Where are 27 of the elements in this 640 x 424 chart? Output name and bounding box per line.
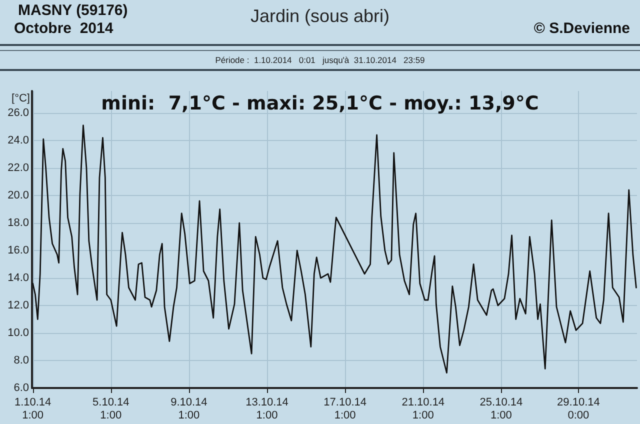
text: MASNY (59176) [18, 2, 128, 19]
x-tick-label: 1.10.14 1:00 [14, 396, 52, 422]
y-tick-label: 18.0 [8, 217, 29, 229]
x-tick-label: 21.10.14 1:00 [402, 396, 445, 422]
x-tick-label: 17.10.14 1:00 [324, 396, 366, 422]
chart-title: Jardin (sous abri) [250, 6, 390, 26]
y-tick-label: 20.0 [8, 190, 29, 202]
y-tick-label: 26.0 [8, 107, 29, 119]
x-tick-label: 5.10.14 1:00 [92, 396, 130, 422]
y-tick-label: 12.0 [8, 300, 29, 312]
y-tick-label: 22.0 [8, 162, 29, 174]
x-tick-label: 29.10.14 0:00 [557, 396, 600, 422]
y-tick-label: 10.0 [8, 327, 29, 339]
x-tick-label: 13.10.14 1:00 [246, 396, 288, 422]
y-tick-label: 16.0 [8, 244, 29, 256]
chart-subtitle: Période : 1.10.2014 0:01 jusqu'à 31.10.2014 23:59 [0, 50, 640, 71]
y-tick-label: 8.0 [14, 354, 29, 366]
y-axis-title: [°C] [12, 92, 30, 104]
y-tick-label: 14.0 [8, 272, 29, 284]
y-tick-label: 24.0 [8, 134, 29, 146]
x-tick-label: 25.10.14 1:00 [480, 396, 523, 422]
x-tick-label: 9.10.14 1:00 [170, 396, 208, 422]
text: © S.Devienne [534, 20, 630, 37]
y-tick-label: 6.0 [14, 382, 29, 394]
line-series [32, 124, 637, 374]
annotation: mini: 7,1°C - maxi: 25,1°C - moy.: 13,9°C [101, 92, 539, 114]
text: Octobre 2014 [14, 20, 114, 37]
